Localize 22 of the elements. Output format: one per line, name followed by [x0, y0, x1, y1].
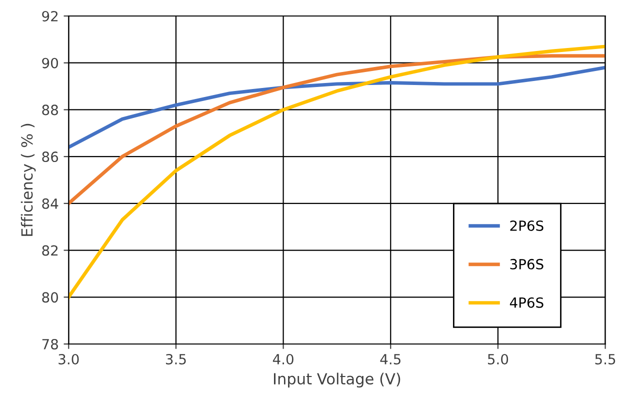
- y-tick-label: 78: [42, 338, 58, 350]
- line-series: [68, 44, 606, 299]
- y-tick-label: 84: [42, 198, 58, 209]
- x-tick-label: 5.5: [595, 354, 616, 364]
- x-tick-label: 5.0: [488, 354, 508, 364]
- line-series: [68, 66, 606, 149]
- line-series: [68, 54, 606, 206]
- y-tick-label: 82: [42, 245, 58, 256]
- y-tick-label: 86: [42, 152, 58, 162]
- x-tick-label: 4.0: [272, 354, 294, 364]
- y-tick-label: 92: [42, 10, 58, 22]
- y-tick-label: 88: [42, 104, 58, 116]
- legend-label: 4P6S: [510, 297, 544, 308]
- legend-label: 3P6S: [510, 258, 544, 270]
- legend-label: 2P6S: [510, 220, 544, 231]
- x-tick-label: 4.5: [380, 354, 400, 364]
- y-axis-title: Efficiency ( % ): [20, 124, 36, 236]
- x-tick-label: 3.5: [166, 354, 186, 364]
- x-tick-label: 3.0: [58, 354, 79, 364]
- y-tick-label: 80: [42, 292, 58, 303]
- x-axis-title: Input Voltage (V): [274, 372, 400, 388]
- y-tick-label: 90: [42, 58, 58, 68]
